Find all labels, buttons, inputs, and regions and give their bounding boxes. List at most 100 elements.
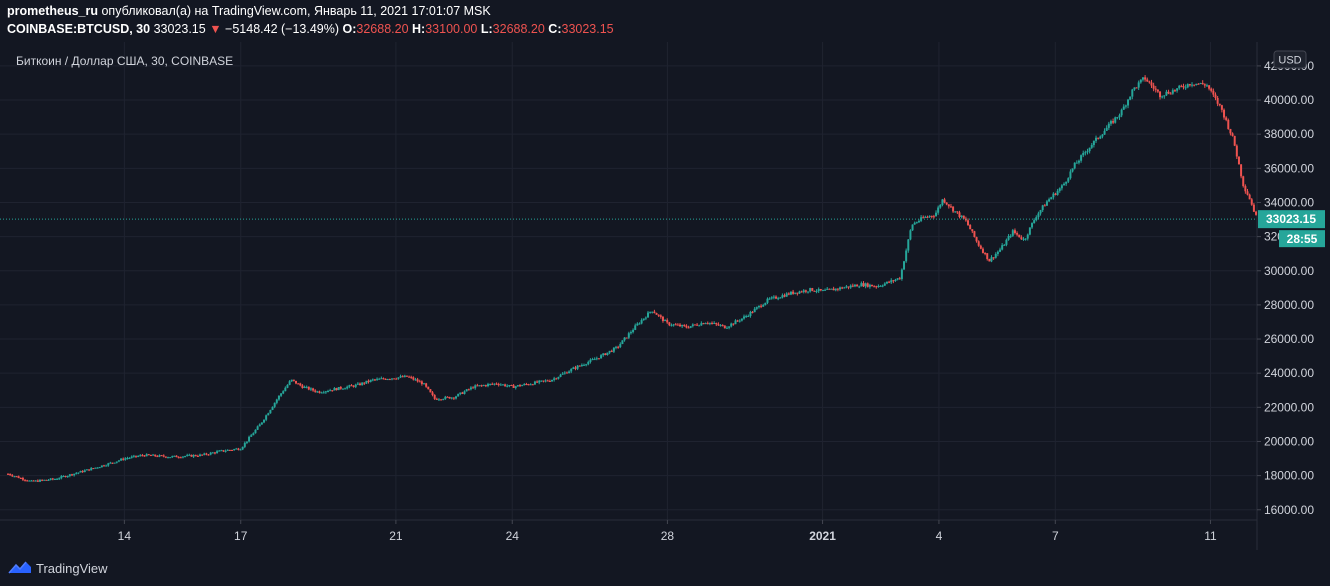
candle-body: [143, 455, 146, 457]
candle-body: [516, 385, 519, 387]
candle-body: [1052, 193, 1055, 198]
candle-body: [928, 215, 931, 217]
candle-body: [796, 292, 799, 294]
candle-body: [531, 384, 534, 386]
currency-button[interactable]: USD: [1273, 50, 1307, 69]
candle-body: [179, 457, 182, 459]
candle-body: [930, 215, 933, 217]
candle-body: [15, 476, 18, 478]
author-name[interactable]: prometheus_ru: [7, 4, 98, 18]
candle-body: [935, 212, 938, 217]
candle-body: [501, 384, 504, 386]
countdown-label: 28:55: [1287, 232, 1318, 246]
price-chart[interactable]: 16000.00 18000.00 20000.00 22000.00 24000.00…: [0, 42, 1330, 550]
candle-body: [574, 367, 577, 369]
candle-body: [147, 454, 150, 456]
candle-body: [472, 387, 475, 389]
candle-body: [1122, 106, 1125, 110]
candle-body: [969, 224, 972, 230]
candle-body: [1163, 95, 1166, 97]
candle-body: [713, 323, 716, 325]
candle-body: [1107, 123, 1110, 128]
candle-body: [653, 311, 656, 314]
candle-body: [755, 307, 758, 309]
x-tick-label: 28: [661, 529, 675, 543]
candle-body: [62, 476, 65, 478]
candle-body: [1176, 88, 1179, 91]
candle-body: [851, 285, 854, 287]
candle-body: [1022, 238, 1025, 240]
candle-body: [819, 288, 822, 291]
candle-body: [1060, 185, 1063, 189]
candle-body: [1169, 93, 1172, 95]
candle-body: [1208, 85, 1211, 89]
candle-body: [1146, 79, 1149, 82]
candle-body: [553, 378, 556, 380]
candle-body: [1161, 96, 1164, 98]
candle-body: [258, 424, 261, 427]
time-axis[interactable]: 14 17 21 24 28 2021 4 7 11: [118, 520, 1217, 543]
candle-body: [1248, 194, 1251, 200]
candle-body: [585, 364, 588, 366]
candle-body: [71, 474, 74, 476]
candle-body: [98, 467, 101, 469]
candle-body: [132, 455, 135, 457]
candle-body: [538, 380, 541, 383]
candle-body: [606, 352, 609, 356]
candle-body: [512, 385, 515, 388]
candle-body: [58, 478, 61, 480]
candle-body: [493, 383, 496, 385]
candle-body: [96, 467, 99, 469]
candle-body: [824, 289, 827, 291]
candle-body: [194, 455, 197, 457]
candle-body: [728, 326, 731, 328]
candle-body: [977, 241, 980, 246]
candle-body: [115, 461, 118, 463]
candle-body: [1137, 82, 1140, 88]
candle-body: [1223, 109, 1226, 118]
candle-body: [322, 392, 325, 394]
candle-body: [1109, 121, 1112, 124]
candle-body: [1178, 85, 1181, 89]
candle-body: [568, 371, 571, 374]
candle-body: [452, 397, 455, 399]
candle-body: [463, 391, 466, 394]
candle-body: [527, 384, 530, 386]
candle-body: [632, 329, 635, 333]
candle-body: [333, 388, 336, 391]
candle-body: [354, 384, 357, 387]
candle-body: [1150, 82, 1153, 86]
candle-body: [440, 399, 443, 401]
candle-body: [446, 396, 449, 398]
candle-body: [860, 283, 863, 287]
candle-body: [149, 455, 152, 457]
candle-body: [960, 215, 963, 217]
candle-body: [670, 325, 673, 327]
candle-body: [1250, 199, 1253, 205]
candle-body: [36, 480, 39, 482]
footer-branding[interactable]: TradingView: [8, 559, 108, 577]
candle-body: [1071, 168, 1074, 172]
candle-body: [1112, 121, 1115, 123]
candle-body: [239, 449, 242, 451]
candle-body: [429, 389, 432, 393]
y-tick-label: 28000.00: [1264, 298, 1314, 312]
candle-body: [757, 305, 760, 308]
candle-body: [789, 291, 792, 295]
candle-body: [141, 455, 144, 457]
candle-body: [764, 302, 767, 306]
candle-body: [745, 316, 748, 318]
candle-body: [152, 454, 155, 456]
candle-body: [162, 455, 165, 457]
candle-body: [117, 460, 120, 462]
candle-body: [1090, 145, 1093, 148]
candle-body: [519, 385, 522, 387]
candle-body: [275, 399, 278, 403]
candle-body: [1105, 127, 1108, 131]
candle-body: [167, 457, 170, 459]
symbol-name[interactable]: COINBASE:BTCUSD, 30: [7, 22, 151, 36]
candle-body: [719, 325, 722, 327]
candle-body: [542, 380, 545, 382]
candle-body: [282, 391, 285, 394]
high-label: H:: [412, 22, 426, 36]
